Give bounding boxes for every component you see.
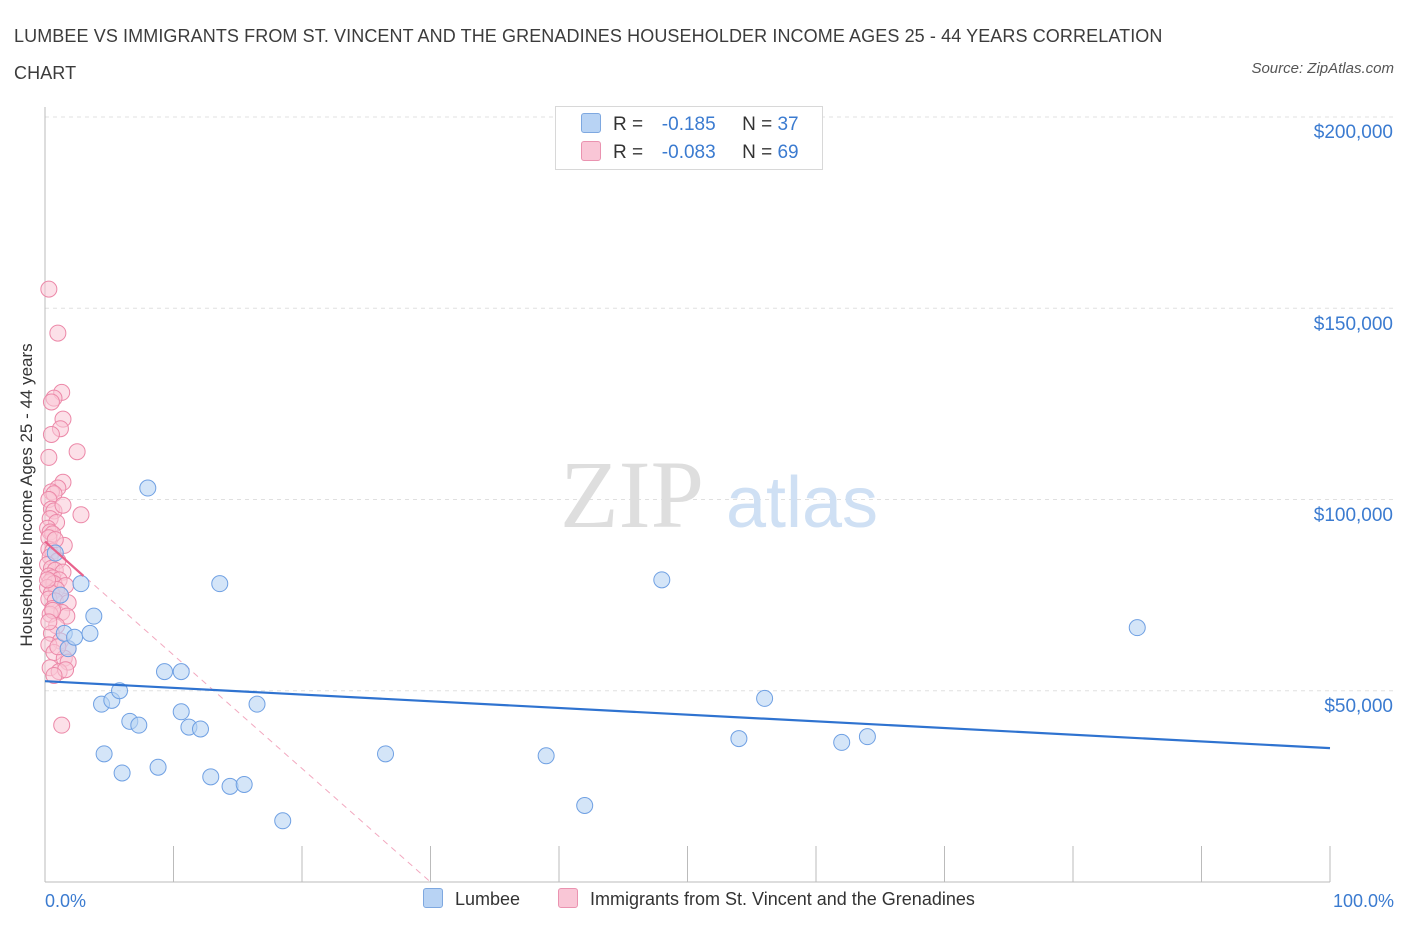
lumbee-point-32 <box>730 730 748 748</box>
bottom-legend-lumbee: Lumbee <box>423 888 520 910</box>
immigrants-swatch <box>581 141 601 161</box>
lumbee-point-26 <box>248 695 266 713</box>
lumbee-point-33 <box>756 689 774 707</box>
lumbee-point-24 <box>221 777 239 795</box>
lumbee-swatch <box>581 113 601 133</box>
immigrants-point-1 <box>49 324 67 342</box>
legend-r-label: R = <box>613 142 644 163</box>
immigrants-trend-extended <box>44 541 431 883</box>
lumbee-point-18 <box>172 703 190 721</box>
bottom-legend-immigrants: Immigrants from St. Vincent and the Gren… <box>558 888 975 910</box>
lumbee-swatch <box>423 888 443 908</box>
legend-r-value: -0.185 <box>661 114 716 135</box>
immigrants-point-8 <box>68 443 86 461</box>
lumbee-point-22 <box>202 768 220 786</box>
legend-n-label: N = <box>742 114 773 135</box>
chart-title: LUMBEE VS IMMIGRANTS FROM ST. VINCENT AN… <box>14 26 1163 83</box>
lumbee-point-31 <box>653 571 671 589</box>
immigrants-point-9 <box>40 448 58 466</box>
lumbee-point-36 <box>1128 619 1146 637</box>
bottom-legend-immigrants-label: Immigrants from St. Vincent and the Gren… <box>590 889 975 909</box>
lumbee-point-4 <box>66 628 84 646</box>
legend-row-immigrants: R = -0.083 N = 69 <box>581 141 799 164</box>
lumbee-point-7 <box>85 607 103 625</box>
lumbee-point-27 <box>274 812 292 830</box>
immigrants-point-65 <box>39 571 57 589</box>
lumbee-trend-line <box>44 680 1331 750</box>
immigrants-point-61 <box>45 666 63 684</box>
lumbee-point-11 <box>111 682 129 700</box>
lumbee-point-23 <box>211 575 229 593</box>
immigrants-point-68 <box>40 613 58 631</box>
immigrants-point-67 <box>54 496 72 514</box>
lumbee-point-15 <box>139 479 157 497</box>
y-tick-label-50000: $50,000 <box>1324 696 1393 717</box>
immigrants-point-4 <box>42 393 60 411</box>
legend-row-lumbee: R = -0.185 N = 37 <box>581 113 799 136</box>
legend-n-value: 69 <box>777 142 799 163</box>
lumbee-point-19 <box>172 663 190 681</box>
lumbee-point-16 <box>149 758 167 776</box>
x-tick-label-min: 0.0% <box>45 891 87 911</box>
lumbee-point-29 <box>537 747 555 765</box>
lumbee-point-14 <box>130 716 148 734</box>
lumbee-point-28 <box>377 745 395 763</box>
lumbee-point-9 <box>95 745 113 763</box>
legend-r-label: R = <box>613 114 644 135</box>
y-tick-label-100000: $100,000 <box>1313 505 1393 526</box>
y-tick-label-200000: $200,000 <box>1313 122 1393 143</box>
lumbee-point-25 <box>235 775 253 793</box>
lumbee-point-1 <box>51 586 69 604</box>
lumbee-point-35 <box>858 728 876 746</box>
legend-n-value: 37 <box>777 114 799 135</box>
immigrants-swatch <box>558 888 578 908</box>
y-tick-label-150000: $150,000 <box>1313 314 1393 335</box>
immigrants-point-0 <box>40 280 58 298</box>
y-axis-label: Householder Income Ages 25 - 44 years <box>17 343 36 647</box>
watermark-zip: ZIP <box>560 441 704 548</box>
watermark-atlas: atlas <box>726 463 878 543</box>
x-tick-label-max: 100.0% <box>1332 891 1394 911</box>
lumbee-point-0 <box>46 544 64 562</box>
lumbee-point-21 <box>191 720 209 738</box>
legend-r-value: -0.083 <box>661 142 716 163</box>
lumbee-point-34 <box>833 733 851 751</box>
stats-legend: R = -0.185 N = 37 R = -0.083 N = 69 <box>555 106 823 170</box>
lumbee-point-17 <box>156 663 174 681</box>
lumbee-point-12 <box>113 764 131 782</box>
source-label: Source: ZipAtlas.com <box>1251 60 1394 77</box>
immigrants-point-7 <box>42 425 60 443</box>
bottom-legend-lumbee-label: Lumbee <box>455 889 521 909</box>
lumbee-point-5 <box>72 575 90 593</box>
lumbee-point-6 <box>81 624 99 642</box>
immigrants-trend-line <box>44 540 85 577</box>
lumbee-point-30 <box>576 797 594 814</box>
immigrants-point-17 <box>72 506 90 524</box>
legend-n-label: N = <box>742 142 773 163</box>
immigrants-point-62 <box>53 716 71 734</box>
